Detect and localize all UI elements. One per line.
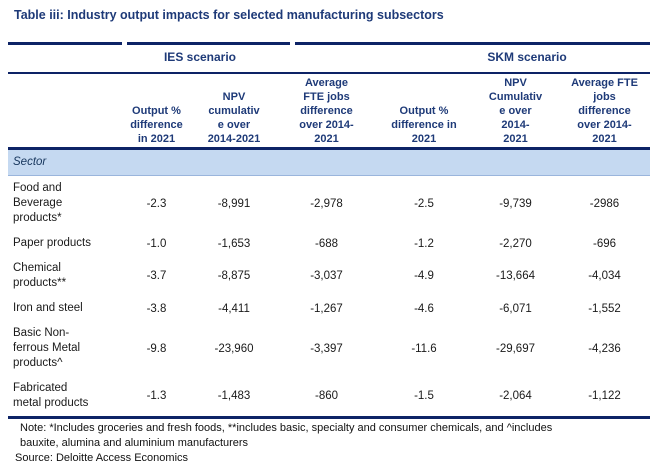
column-header-ies-npv: NPV cumulativ e over 2014-2021: [207, 91, 261, 145]
value-cell: -2.5: [414, 197, 434, 210]
table-top-border-segment-skm: [295, 42, 650, 45]
value-cell: -1.5: [414, 390, 434, 402]
column-header-spacer: [8, 74, 122, 147]
sector-name-cell: Basic Non- ferrous Metal products^: [13, 327, 81, 369]
column-header-skm-output-diff: Output % difference in 2021: [391, 105, 457, 145]
value-cell: -4,411: [218, 302, 250, 315]
column-header-skm-fte-jobs: Average FTE jobs difference over 2014- 2…: [571, 77, 638, 145]
value-cell: -9.8: [146, 342, 167, 355]
value-cell: -8,875: [217, 270, 251, 282]
table-top-border-segment-sector: [8, 42, 122, 45]
value-cell: -2,270: [499, 237, 532, 250]
table-note: Note: *Includes groceries and fresh food…: [20, 422, 553, 449]
value-cell: -29,697: [495, 342, 535, 355]
value-cell: -860: [314, 390, 339, 402]
sector-name-cell: Food and Beverage products*: [13, 182, 63, 224]
column-header-ies-fte-jobs: Average FTE jobs difference over 2014- 2…: [299, 77, 354, 145]
table-row: Basic Non- ferrous Metal products^ -9.8 …: [8, 321, 650, 376]
value-cell: -2.3: [146, 197, 167, 210]
value-cell: -3.7: [146, 270, 167, 282]
sector-name-cell: Paper products: [13, 237, 91, 249]
value-cell: -4.9: [414, 270, 434, 282]
value-cell: -11.6: [411, 342, 437, 355]
value-cell: -1,122: [588, 390, 621, 402]
page-title: Table iii: Industry output impacts for s…: [14, 8, 444, 22]
column-header-skm-npv: NPV Cumulativ e over 2014- 2021: [488, 77, 543, 145]
sector-band-label: Sector: [13, 156, 47, 168]
value-cell: -1,267: [310, 302, 343, 315]
sector-name-cell: Fabricated metal products: [13, 382, 89, 409]
sector-name-cell: Iron and steel: [13, 302, 83, 314]
table-row: Fabricated metal products -1.3 -1,483 -8…: [8, 376, 650, 416]
value-cell: -6,071: [499, 302, 532, 315]
value-cell: -1.2: [414, 237, 434, 250]
table-row: Paper products -1.0 -1,653 -688 -1.2 -2,…: [8, 231, 650, 256]
value-cell: -4.6: [414, 302, 434, 315]
value-cell: -3.8: [146, 302, 167, 315]
table-body: Food and Beverage products* -2.3 -8,991 …: [8, 176, 650, 419]
value-cell: -1,552: [588, 302, 621, 315]
value-cell: -4,236: [588, 342, 621, 355]
value-cell: -1,483: [217, 390, 251, 402]
value-cell: -688: [314, 237, 339, 250]
industry-output-table: IES scenario SKM scenario Output % diffe…: [8, 42, 650, 419]
value-cell: -13,664: [495, 270, 535, 282]
value-cell: -3,037: [310, 270, 343, 282]
table-row: Chemical products** -3.7 -8,875 -3,037 -…: [8, 256, 650, 296]
table-top-border-segment-ies: [127, 42, 290, 45]
value-cell: -1,653: [217, 237, 251, 250]
sector-band: Sector: [8, 150, 650, 176]
ies-scenario-header: IES scenario: [163, 50, 237, 64]
value-cell: -3,397: [310, 342, 343, 355]
value-cell: -696: [592, 237, 617, 250]
value-cell: -8,991: [217, 197, 251, 210]
table-row: Iron and steel -3.8 -4,411 -1,267 -4.6 -…: [8, 296, 650, 321]
value-cell: -4,034: [588, 270, 621, 282]
column-header-row: Output % difference in 2021 NPV cumulati…: [8, 72, 650, 150]
column-header-ies-output-diff: Output % difference in 2021: [130, 105, 183, 145]
scenario-header-row: IES scenario SKM scenario: [8, 42, 650, 72]
value-cell: -1.3: [146, 390, 167, 402]
value-cell: -2,064: [499, 390, 532, 402]
table-row: Food and Beverage products* -2.3 -8,991 …: [8, 176, 650, 231]
value-cell: -2986: [589, 197, 620, 210]
value-cell: -9,739: [499, 197, 532, 210]
sector-name-cell: Chemical products**: [13, 262, 67, 289]
value-cell: -23,960: [214, 342, 254, 355]
value-cell: -1.0: [146, 237, 167, 250]
skm-scenario-header: SKM scenario: [487, 50, 567, 64]
table-source: Source: Deloitte Access Economics: [15, 452, 189, 464]
value-cell: -2,978: [310, 197, 343, 210]
